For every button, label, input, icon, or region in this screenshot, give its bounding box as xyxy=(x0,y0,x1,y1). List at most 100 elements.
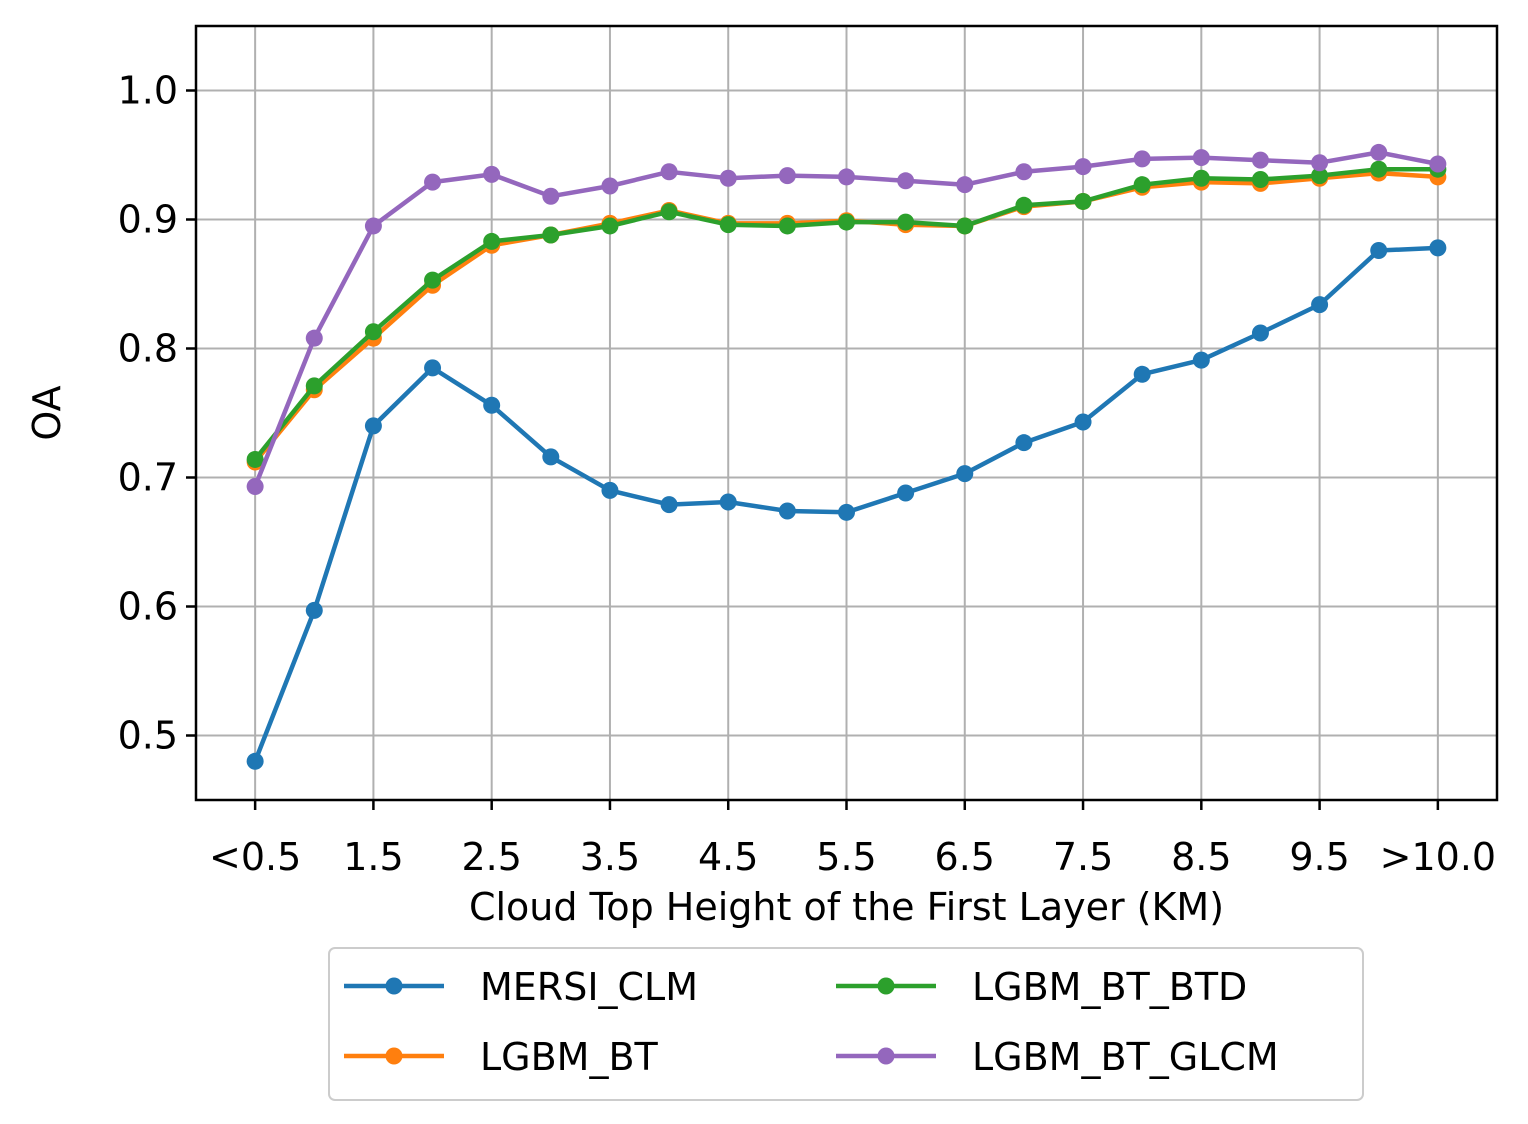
legend-swatch-marker xyxy=(385,977,403,995)
series-mersi-clm xyxy=(246,239,1447,770)
data-point xyxy=(778,217,796,235)
x-tick-label: 4.5 xyxy=(698,835,758,879)
legend-entry: LGBM_BT_BTD xyxy=(836,965,1247,1009)
x-tick-label: 7.5 xyxy=(1053,835,1113,879)
data-point xyxy=(483,232,501,250)
x-axis-label: Cloud Top Height of the First Layer (KM) xyxy=(469,885,1224,929)
data-point xyxy=(246,752,264,770)
data-point xyxy=(305,601,323,619)
data-point xyxy=(542,448,560,466)
data-point xyxy=(660,163,678,181)
x-tick-label: 8.5 xyxy=(1171,835,1231,879)
series-lgbm-bt-glcm xyxy=(246,143,1447,496)
data-point xyxy=(719,216,737,234)
data-point xyxy=(1192,169,1210,187)
y-axis-label: OA xyxy=(25,385,69,440)
data-point xyxy=(1192,149,1210,167)
x-tick-label: 1.5 xyxy=(343,835,403,879)
data-point xyxy=(1074,158,1092,176)
data-point xyxy=(601,177,619,195)
x-tick-label: 2.5 xyxy=(461,835,521,879)
data-point xyxy=(1311,167,1329,185)
x-tick-label: >10.0 xyxy=(1380,835,1496,879)
data-point xyxy=(1015,163,1033,181)
legend-swatch-marker xyxy=(385,1047,403,1065)
data-point xyxy=(956,217,974,235)
legend-label: LGBM_BT xyxy=(480,1035,659,1079)
data-point xyxy=(838,213,855,231)
data-point xyxy=(483,396,501,414)
data-point xyxy=(1133,365,1151,383)
grid-lines xyxy=(196,26,1497,800)
data-point xyxy=(483,165,501,183)
legend-swatch-marker xyxy=(877,1047,895,1065)
x-tick-label: 9.5 xyxy=(1289,835,1349,879)
data-point xyxy=(1133,176,1151,194)
data-point xyxy=(424,271,442,289)
legend-entry: LGBM_BT xyxy=(344,1035,659,1079)
data-point xyxy=(424,359,442,377)
x-tick-label: <0.5 xyxy=(209,835,301,879)
data-point xyxy=(1015,196,1033,214)
legend-label: MERSI_CLM xyxy=(480,965,698,1009)
y-tick-label: 1.0 xyxy=(118,69,178,113)
y-tick-label: 0.5 xyxy=(118,714,178,758)
y-axis-ticks: 0.5 0.6 0.7 0.8 0.9 1.0 xyxy=(118,69,196,758)
data-point xyxy=(305,329,323,347)
legend-frame xyxy=(328,947,1364,1101)
data-point xyxy=(778,167,796,185)
legend-items: MERSI_CLM LGBM_BT LGBM_BT_BTD LGBM_BT_GLCM xyxy=(344,965,1279,1079)
data-point xyxy=(246,478,264,496)
data-point xyxy=(364,323,382,341)
x-tick-label: 3.5 xyxy=(580,835,640,879)
legend-label: LGBM_BT_GLCM xyxy=(972,1035,1279,1079)
data-point xyxy=(660,203,678,221)
data-point xyxy=(1370,241,1388,259)
data-point xyxy=(719,493,737,511)
data-point xyxy=(246,450,264,468)
data-point xyxy=(1074,413,1092,431)
y-tick-label: 0.8 xyxy=(118,327,178,371)
data-point xyxy=(897,484,915,502)
data-point xyxy=(956,465,974,483)
data-point xyxy=(424,173,442,191)
legend-swatch-marker xyxy=(877,977,895,995)
data-point xyxy=(1370,160,1388,178)
data-point xyxy=(1251,151,1269,169)
data-point xyxy=(1015,434,1033,452)
data-point xyxy=(897,172,915,190)
y-tick-label: 0.7 xyxy=(118,456,178,500)
data-point xyxy=(1074,192,1092,210)
legend-label: LGBM_BT_BTD xyxy=(972,965,1247,1009)
data-point xyxy=(838,503,855,521)
x-tick-label: 5.5 xyxy=(816,835,876,879)
series-lines xyxy=(246,143,1447,770)
data-point xyxy=(542,226,560,244)
legend-entry: LGBM_BT_GLCM xyxy=(836,1035,1279,1079)
data-point xyxy=(1429,239,1447,257)
data-point xyxy=(1311,154,1329,172)
data-point xyxy=(1192,351,1210,369)
legend: MERSI_CLM LGBM_BT LGBM_BT_BTD LGBM_BT_GLCM xyxy=(328,947,1364,1101)
x-tick-label: 6.5 xyxy=(935,835,995,879)
data-point xyxy=(364,217,382,235)
data-point xyxy=(1311,296,1329,314)
data-point xyxy=(956,176,974,194)
data-point xyxy=(1251,324,1269,342)
x-axis-ticks: <0.5 1.5 2.5 3.5 4.5 5.5 6.5 7.5 8.5 9.5 >10.0 xyxy=(209,800,1496,879)
data-point xyxy=(1133,150,1151,168)
y-tick-label: 0.6 xyxy=(118,585,178,629)
data-point xyxy=(1370,143,1388,161)
data-point xyxy=(601,481,619,499)
data-point xyxy=(1251,171,1269,189)
legend-entry: MERSI_CLM xyxy=(344,965,698,1009)
data-point xyxy=(364,417,382,435)
data-point xyxy=(1429,155,1447,173)
data-point xyxy=(778,502,796,520)
data-point xyxy=(305,377,323,395)
data-point xyxy=(838,168,855,186)
data-point xyxy=(542,187,560,205)
data-point xyxy=(897,213,915,231)
y-tick-label: 0.9 xyxy=(118,198,178,242)
